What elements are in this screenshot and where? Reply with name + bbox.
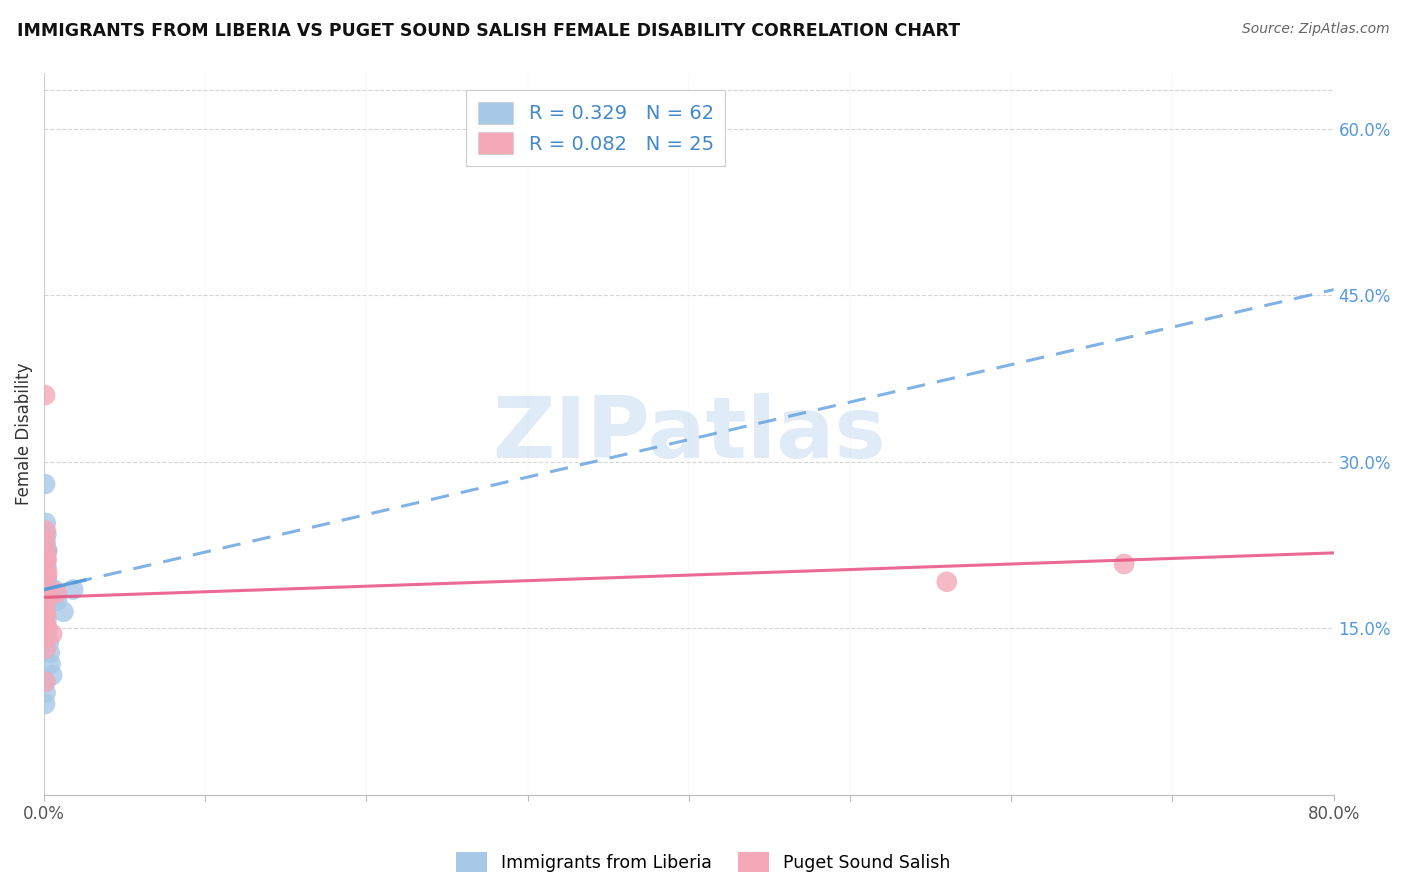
Point	[35, 566, 58, 580]
Point	[35, 566, 58, 580]
Point	[46, 586, 69, 600]
Point	[34, 555, 56, 569]
Point	[935, 574, 957, 589]
Point	[35, 597, 58, 611]
Point	[34, 697, 56, 711]
Y-axis label: Female Disability: Female Disability	[15, 363, 32, 505]
Point	[35, 571, 58, 585]
Point	[37, 593, 59, 607]
Point	[34, 674, 56, 689]
Point	[34, 582, 56, 597]
Point	[34, 586, 56, 600]
Point	[34, 607, 56, 621]
Point	[34, 560, 56, 574]
Point	[34, 582, 56, 597]
Point	[46, 593, 69, 607]
Point	[34, 538, 56, 552]
Point	[1112, 557, 1135, 571]
Point	[35, 571, 58, 585]
Point	[37, 584, 59, 599]
Point	[35, 641, 58, 656]
Text: IMMIGRANTS FROM LIBERIA VS PUGET SOUND SALISH FEMALE DISABILITY CORRELATION CHAR: IMMIGRANTS FROM LIBERIA VS PUGET SOUND S…	[17, 22, 960, 40]
Point	[52, 605, 75, 619]
Point	[34, 534, 56, 549]
Point	[35, 641, 58, 656]
Point	[37, 624, 59, 638]
Point	[34, 619, 56, 633]
Point	[35, 605, 58, 619]
Text: Source: ZipAtlas.com: Source: ZipAtlas.com	[1241, 22, 1389, 37]
Point	[37, 543, 59, 558]
Point	[35, 613, 58, 627]
Point	[34, 564, 56, 578]
Point	[42, 582, 65, 597]
Point	[34, 388, 56, 402]
Point	[34, 591, 56, 605]
Point	[38, 646, 60, 660]
Point	[34, 593, 56, 607]
Point	[35, 552, 58, 566]
Point	[35, 549, 58, 564]
Legend: R = 0.329   N = 62, R = 0.082   N = 25: R = 0.329 N = 62, R = 0.082 N = 25	[467, 90, 725, 166]
Point	[34, 608, 56, 623]
Point	[34, 593, 56, 607]
Point	[41, 627, 63, 641]
Point	[34, 630, 56, 644]
Point	[34, 588, 56, 602]
Point	[35, 608, 58, 623]
Legend: Immigrants from Liberia, Puget Sound Salish: Immigrants from Liberia, Puget Sound Sal…	[449, 845, 957, 879]
Point	[34, 571, 56, 585]
Point	[34, 597, 56, 611]
Point	[35, 577, 58, 591]
Point	[35, 543, 58, 558]
Point	[35, 516, 58, 530]
Point	[35, 555, 58, 569]
Point	[35, 524, 58, 538]
Point	[34, 601, 56, 615]
Point	[34, 630, 56, 644]
Point	[34, 608, 56, 623]
Point	[34, 530, 56, 544]
Point	[35, 566, 58, 580]
Point	[35, 560, 58, 574]
Point	[34, 574, 56, 589]
Point	[35, 546, 58, 560]
Point	[35, 571, 58, 585]
Point	[34, 566, 56, 580]
Point	[37, 566, 59, 580]
Point	[35, 546, 58, 560]
Text: ZIPatlas: ZIPatlas	[492, 392, 886, 475]
Point	[35, 566, 58, 580]
Point	[38, 634, 60, 648]
Point	[37, 586, 59, 600]
Point	[39, 657, 62, 671]
Point	[34, 619, 56, 633]
Point	[34, 597, 56, 611]
Point	[35, 571, 58, 585]
Point	[35, 608, 58, 623]
Point	[34, 597, 56, 611]
Point	[35, 566, 58, 580]
Point	[34, 674, 56, 689]
Point	[35, 619, 58, 633]
Point	[41, 668, 63, 682]
Point	[34, 630, 56, 644]
Point	[34, 686, 56, 700]
Point	[35, 584, 58, 599]
Point	[35, 608, 58, 623]
Point	[35, 527, 58, 541]
Point	[62, 582, 84, 597]
Point	[34, 477, 56, 491]
Point	[35, 619, 58, 633]
Point	[34, 577, 56, 591]
Point	[35, 566, 58, 580]
Point	[34, 593, 56, 607]
Point	[35, 574, 58, 589]
